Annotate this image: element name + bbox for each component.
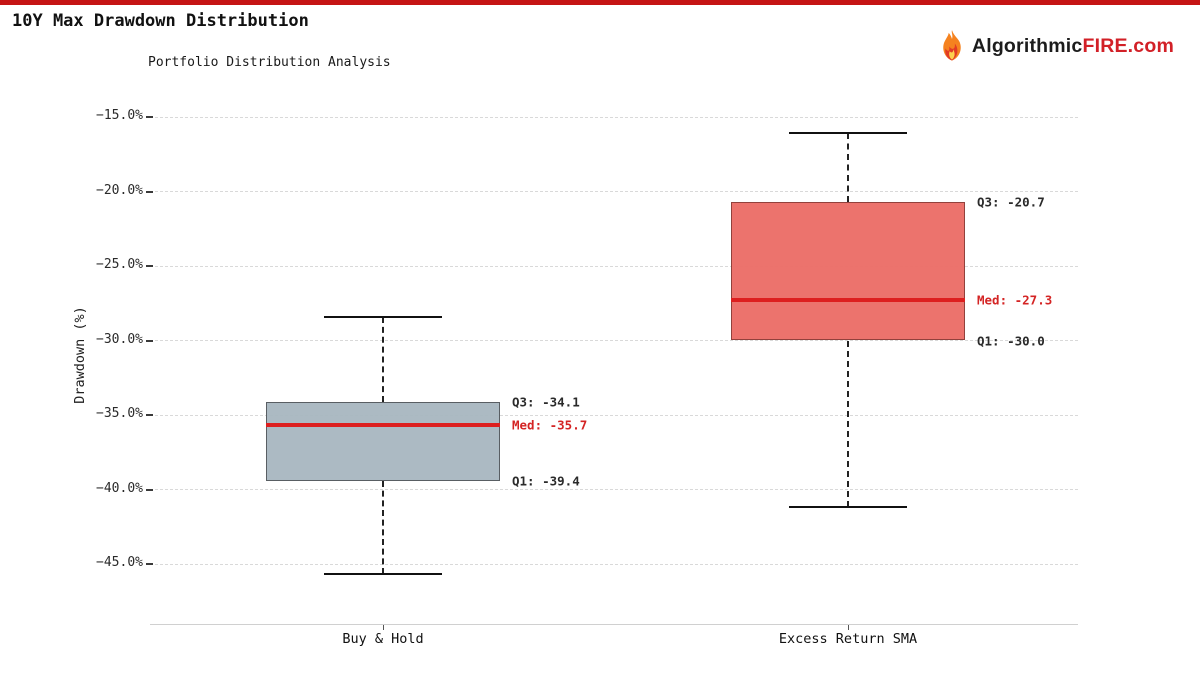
accent-top-bar [0,0,1200,5]
y-tick-label: −25.0% [96,257,143,272]
y-tick-label: −35.0% [96,406,143,421]
whisker-cap-lower [324,573,442,576]
y-tick-mark [146,190,153,193]
q1-annotation: Q1: -30.0 [977,333,1045,348]
gridline [150,116,1078,118]
y-tick-label: −30.0% [96,331,143,347]
y-tick-mark [146,339,153,342]
x-category-label: Buy & Hold [342,631,424,647]
brand-text-black: Algorithmic [971,34,1083,57]
gridline [150,414,1078,416]
q1-annotation: Q1: -39.4 [512,473,580,489]
brand-logo: AlgorithmicFIRE.com [937,27,1174,65]
x-axis-line [150,624,1078,625]
x-tick-mark [847,625,849,630]
y-tick-label: −45.0% [96,555,143,570]
gridline [150,563,1078,565]
whisker-lower [847,340,849,508]
whisker-cap-lower [789,506,907,509]
y-tick-label: −15.0% [96,108,143,123]
whisker-upper [382,316,384,402]
q3-annotation: Q3: -34.1 [512,394,580,410]
y-tick-mark [146,563,153,565]
page-title: 10Y Max Drawdown Distribution [12,11,309,31]
box-buy-and-hold [266,401,500,481]
brand-text: AlgorithmicFIRE.com [972,35,1174,58]
median-line [731,298,965,303]
y-tick-mark [146,116,153,118]
y-tick-mark [146,414,153,416]
median-line [266,423,500,428]
chart-subtitle: Portfolio Distribution Analysis [148,55,391,70]
box-excess-return-sma [731,201,965,341]
y-tick-mark [146,265,153,267]
flame-icon [937,29,967,63]
brand-text-red: FIRE.com [1082,34,1174,57]
q3-annotation: Q3: -20.7 [977,194,1045,210]
x-tick-mark [382,625,384,630]
whisker-lower [382,480,384,575]
whisker-cap-upper [324,315,442,318]
y-tick-label: −20.0% [96,182,143,198]
median-annotation: Med: -35.7 [512,417,588,433]
gridline [150,489,1078,490]
x-category-label: Excess Return SMA [778,631,918,647]
median-annotation: Med: -27.3 [977,292,1053,308]
whisker-cap-upper [789,132,907,135]
gridline [150,265,1078,267]
gridline [150,340,1078,341]
y-tick-mark [146,488,153,491]
y-tick-label: −40.0% [96,480,143,496]
gridline [150,191,1078,192]
whisker-upper [847,133,849,202]
